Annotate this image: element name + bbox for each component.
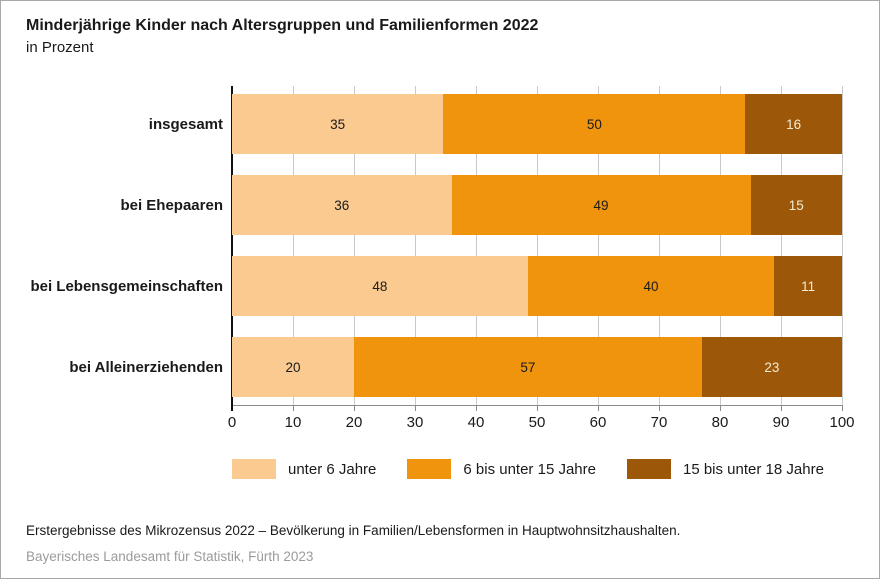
x-tick-label: 80 <box>711 414 729 431</box>
x-tick-mark <box>354 405 355 411</box>
category-label: bei Alleinerziehenden <box>69 358 223 376</box>
bar-segment: 49 <box>451 175 751 235</box>
legend-label: 15 bis unter 18 Jahre <box>682 460 824 478</box>
x-axis-line <box>232 405 842 406</box>
bar-segment: 50 <box>443 94 746 154</box>
bar-value-label: 23 <box>764 359 780 375</box>
x-tick-label: 60 <box>589 414 607 431</box>
bar-value-label: 40 <box>643 278 659 294</box>
x-tick-mark <box>537 405 538 411</box>
gridline <box>415 86 416 405</box>
bar-segment: 48 <box>232 256 528 316</box>
x-tick-label: 50 <box>528 414 546 431</box>
bar-value-label: 50 <box>586 116 602 132</box>
x-tick-label: 10 <box>284 414 302 431</box>
bar-row: 48 40 11 <box>232 256 842 316</box>
bar-value-label: 36 <box>334 197 350 213</box>
chart-title: Minderjährige Kinder nach Altersgruppen … <box>26 17 539 34</box>
bar-segment: 11 <box>774 256 842 316</box>
legend-label: 6 bis unter 15 Jahre <box>463 460 596 478</box>
bar-value-label: 49 <box>593 197 609 213</box>
bar-value-label: 11 <box>801 278 816 294</box>
legend-item: 6 bis unter 15 Jahre <box>407 459 596 479</box>
x-tick-mark <box>415 405 416 411</box>
bar-value-label: 16 <box>786 116 802 132</box>
x-tick-mark <box>476 405 477 411</box>
bar-segment: 15 <box>750 175 842 235</box>
plot-area: 0 10 20 30 40 50 60 70 80 90 100 35 50 16 36 49 15 48 40 11… <box>228 86 855 431</box>
bar-row: 20 57 23 <box>232 337 842 397</box>
bar-segment: 35 <box>232 94 444 154</box>
x-tick-label: 100 <box>829 414 855 431</box>
bar-value-label: 15 <box>788 197 804 213</box>
category-label: bei Lebensgemeinschaften <box>30 277 223 295</box>
bar-row: 36 49 15 <box>232 175 842 235</box>
bar-segment: 36 <box>232 175 452 235</box>
gridline <box>781 86 782 405</box>
x-tick-label: 40 <box>467 414 485 431</box>
x-tick-mark <box>293 405 294 411</box>
x-tick-label: 20 <box>345 414 363 431</box>
legend-label: unter 6 Jahre <box>288 460 377 478</box>
bar-row: 35 50 16 <box>232 94 843 154</box>
x-tick-mark <box>659 405 660 411</box>
gridline <box>598 86 599 405</box>
gridline <box>293 86 294 405</box>
legend-item: 15 bis unter 18 Jahre <box>626 459 824 479</box>
x-tick-label: 90 <box>772 414 790 431</box>
x-tick-label: 70 <box>650 414 668 431</box>
category-label: insgesamt <box>148 115 223 133</box>
chart-area: 0 10 20 30 40 50 60 70 80 90 100 35 50 16 36 49 15 48 40 11… <box>1 86 879 436</box>
bar-segment: 40 <box>527 256 775 316</box>
bar-value-label: 57 <box>520 359 536 375</box>
x-tick-mark <box>842 405 843 411</box>
legend: unter 6 Jahre 6 bis unter 15 Jahre 15 bis … <box>232 459 855 479</box>
x-tick-label: 0 <box>227 414 237 431</box>
bar-value-label: 35 <box>330 116 346 132</box>
y-axis-line <box>231 86 233 411</box>
x-tick-mark <box>598 405 599 411</box>
bar-value-label: 48 <box>372 278 388 294</box>
bar-segment: 20 <box>232 337 354 397</box>
gridline <box>537 86 538 405</box>
bar-segment: 16 <box>745 94 843 154</box>
legend-swatch <box>407 459 452 479</box>
legend-item: unter 6 Jahre <box>232 459 376 479</box>
category-label: bei Ehepaaren <box>120 196 223 214</box>
legend-swatch <box>232 459 276 479</box>
bar-segment: 23 <box>701 337 842 397</box>
x-tick-label: 30 <box>406 414 424 431</box>
chart-subtitle: in Prozent <box>26 39 94 56</box>
x-tick-mark <box>720 405 721 411</box>
bar-segment: 57 <box>354 337 702 397</box>
gridline <box>354 86 355 405</box>
gridline <box>720 86 721 405</box>
bar-value-label: 20 <box>285 359 301 375</box>
footer-source-note: Erstergebnisse des Mikrozensus 2022 – Be… <box>26 523 681 538</box>
footer-publisher: Bayerisches Landesamt für Statistik, Für… <box>26 549 314 564</box>
x-tick-mark <box>781 405 782 411</box>
gridline <box>476 86 477 405</box>
legend-swatch <box>626 459 671 479</box>
gridline <box>842 86 843 405</box>
gridline <box>659 86 660 405</box>
